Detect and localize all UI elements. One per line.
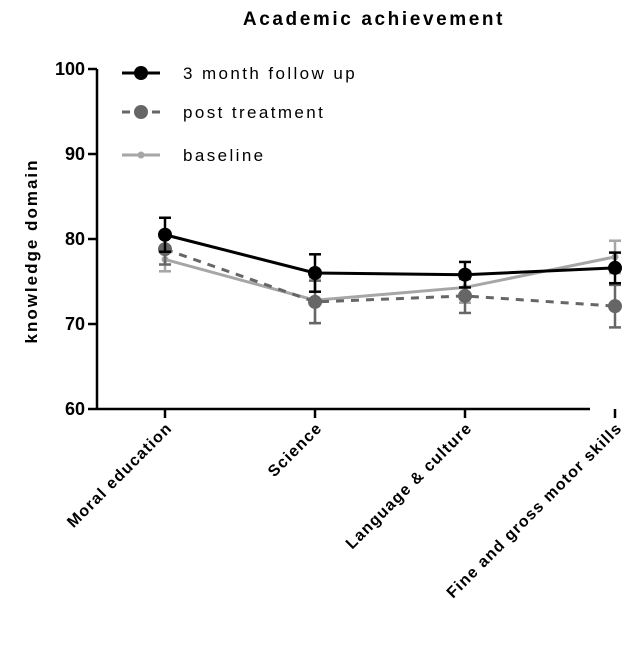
data-point	[458, 288, 472, 303]
series-layer	[158, 216, 622, 329]
y-tick-label: 60	[65, 399, 85, 419]
legend-swatch-marker	[134, 66, 148, 80]
series-line	[164, 247, 616, 308]
series-2	[159, 239, 621, 325]
legend-item: baseline	[122, 146, 266, 165]
legend-item: post treatment	[122, 103, 325, 122]
y-tick-label: 80	[65, 229, 85, 249]
series-0	[158, 216, 622, 293]
legend: 3 month follow up post treatment baseline	[122, 64, 357, 165]
x-tick-label: Science	[265, 420, 326, 481]
x-tick-label: Moral education	[64, 420, 176, 532]
data-point	[308, 294, 322, 309]
legend-label: post treatment	[183, 103, 325, 122]
series-line	[164, 233, 616, 277]
legend-label: 3 month follow up	[183, 64, 357, 83]
y-tick-label: 70	[65, 314, 85, 334]
y-tick-label: 90	[65, 144, 85, 164]
data-point	[608, 299, 622, 314]
y-axis-label: knowledge domain	[22, 158, 41, 343]
legend-item: 3 month follow up	[122, 64, 357, 83]
legend-swatch-marker	[137, 151, 145, 159]
axes: 60 70 80 90 100 knowledge domain Moral educati…	[22, 59, 626, 602]
data-point	[308, 266, 322, 280]
chart-title: Academic achievement	[243, 9, 505, 30]
series-line	[164, 255, 616, 302]
series-1	[158, 232, 622, 329]
x-tick-label: Language & culture	[343, 420, 476, 553]
data-point	[158, 227, 172, 242]
legend-label: baseline	[183, 146, 266, 165]
x-tick-label: Fine and gross motor skills	[444, 420, 626, 602]
legend-swatch-marker	[134, 105, 148, 119]
data-point	[458, 267, 472, 282]
y-tick-label: 100	[55, 59, 85, 79]
data-point	[608, 260, 622, 275]
